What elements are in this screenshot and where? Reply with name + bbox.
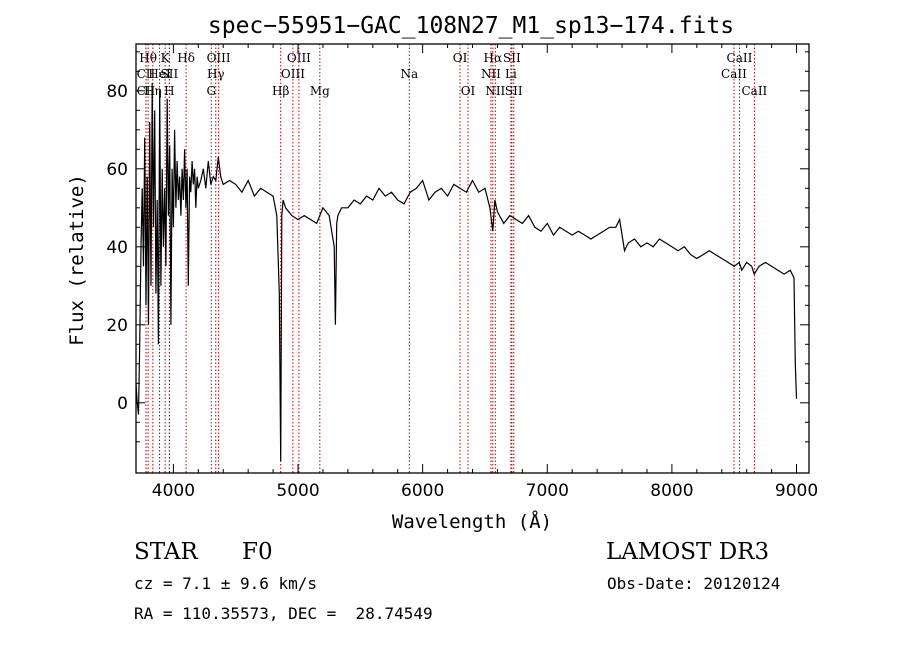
object-subclass: F0 xyxy=(242,539,273,565)
spectral-line-label: Li xyxy=(505,67,517,81)
spectral-line-label: H xyxy=(164,84,174,98)
spectral-line-label: OI xyxy=(461,84,476,98)
spectral-line-label: NII xyxy=(485,84,505,98)
spectral-line-label: Hθ xyxy=(139,51,157,65)
coordinates: RA = 110.35573, DEC = 28.74549 xyxy=(134,604,433,623)
spectral-line-label: Na xyxy=(400,67,418,81)
y-tick-label: 0 xyxy=(117,394,128,414)
spectral-line-label: SII xyxy=(505,84,523,98)
spectral-line-label: SII xyxy=(161,67,179,81)
spectral-line-label: CII xyxy=(137,84,156,98)
spectral-line-label: OIII xyxy=(281,67,305,81)
spectral-line-label: NII xyxy=(481,67,501,81)
spectral-line-label: OI xyxy=(453,51,468,65)
spectral-line-label: G xyxy=(206,84,216,98)
spectral-line-label: Hα xyxy=(484,51,503,65)
spectral-line-label: CaII xyxy=(721,67,747,81)
spectral-line-label: OIII xyxy=(207,51,231,65)
spectral-line-label: K xyxy=(161,51,171,65)
survey-name: LAMOST DR3 xyxy=(606,539,770,565)
x-tick-label: 4000 xyxy=(152,481,195,501)
spectral-line-label: CII xyxy=(137,67,156,81)
y-tick-label: 20 xyxy=(106,316,128,336)
observation-date: Obs-Date: 20120124 xyxy=(607,574,781,593)
spectral-line-label: SII xyxy=(503,51,521,65)
spectral-line-label: Hβ xyxy=(272,84,289,98)
y-tick-label: 80 xyxy=(106,82,128,102)
spectral-line-label: HeI xyxy=(148,67,171,81)
x-tick-label: 7000 xyxy=(526,481,569,501)
y-tick-label: 40 xyxy=(106,238,128,258)
spectral-line-label: Hγ xyxy=(207,67,225,81)
x-tick-label: 8000 xyxy=(650,481,693,501)
flux-series-line xyxy=(135,82,798,462)
x-tick-label: 5000 xyxy=(276,481,319,501)
spectral-line-label: Mg xyxy=(310,84,330,98)
object-class: STAR xyxy=(134,539,198,565)
y-axis-label: Flux (relative) xyxy=(66,174,88,346)
x-axis-label: Wavelength (Å) xyxy=(392,510,552,533)
redshift-velocity: cz = 7.1 ± 9.6 km/s xyxy=(134,574,318,593)
spectral-line-label: CaII xyxy=(727,51,753,65)
y-tick-label: 60 xyxy=(106,160,128,180)
spectral-line-label: Hδ xyxy=(177,51,195,65)
x-tick-label: 9000 xyxy=(775,481,818,501)
plot-frame xyxy=(135,43,810,474)
spectral-line-label: CaII xyxy=(741,84,767,98)
spectral-line-label: OIII xyxy=(287,51,311,65)
x-tick-label: 6000 xyxy=(401,481,444,501)
chart-title: spec−55951−GAC_108N27_M1_sp13−174.fits xyxy=(208,13,734,39)
